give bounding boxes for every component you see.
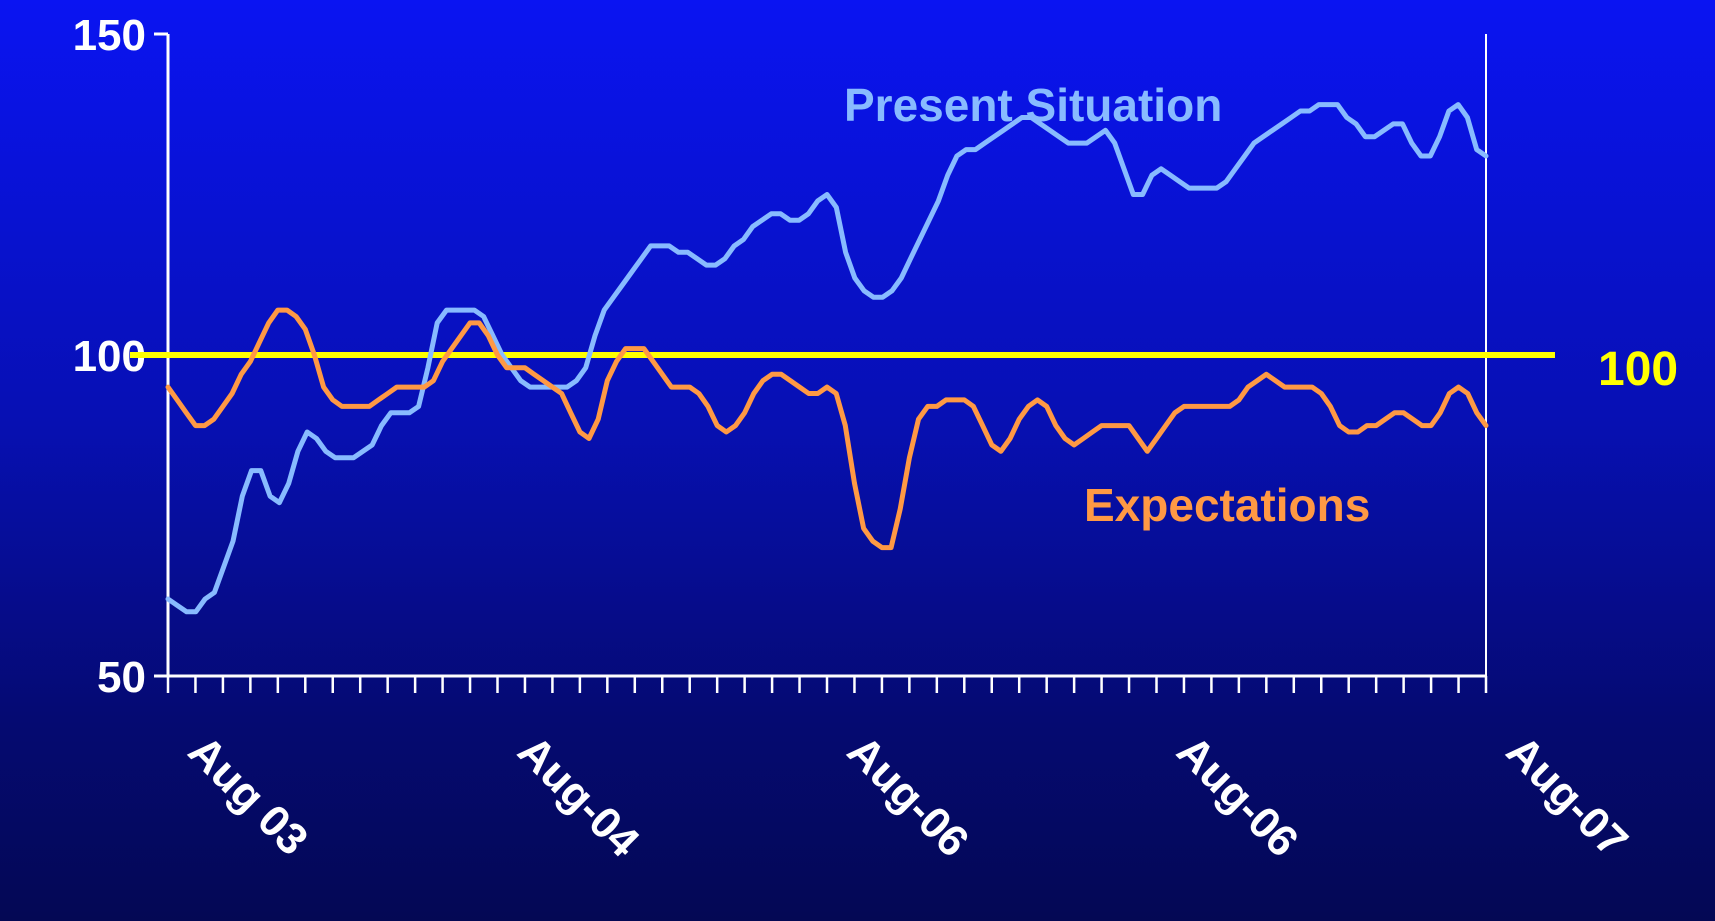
- series-line-present-situation: [165, 102, 1489, 615]
- series-line-expectations: [165, 307, 1489, 551]
- series-label-expectations: Expectations: [1084, 479, 1370, 531]
- reference-line-group: 100: [130, 343, 1678, 396]
- x-tick-label: Aug-06: [1167, 726, 1307, 866]
- axes: [154, 32, 1488, 693]
- x-axis-tick-labels: Aug 03 Aug-04 Aug-06 Aug-06 Aug-07: [179, 726, 1637, 866]
- series-group: [165, 102, 1489, 615]
- y-tick-label: 50: [97, 653, 146, 702]
- y-tick-label: 150: [73, 11, 146, 60]
- x-tick-label: Aug-06: [838, 726, 978, 866]
- x-tick-label: Aug-07: [1497, 726, 1637, 866]
- series-labels: Present Situation Expectations: [844, 79, 1370, 531]
- x-tick-label: Aug 03: [179, 726, 317, 864]
- series-label-present-situation: Present Situation: [844, 79, 1222, 131]
- x-tick-label: Aug-04: [508, 726, 648, 866]
- reference-line-label: 100: [1598, 343, 1678, 396]
